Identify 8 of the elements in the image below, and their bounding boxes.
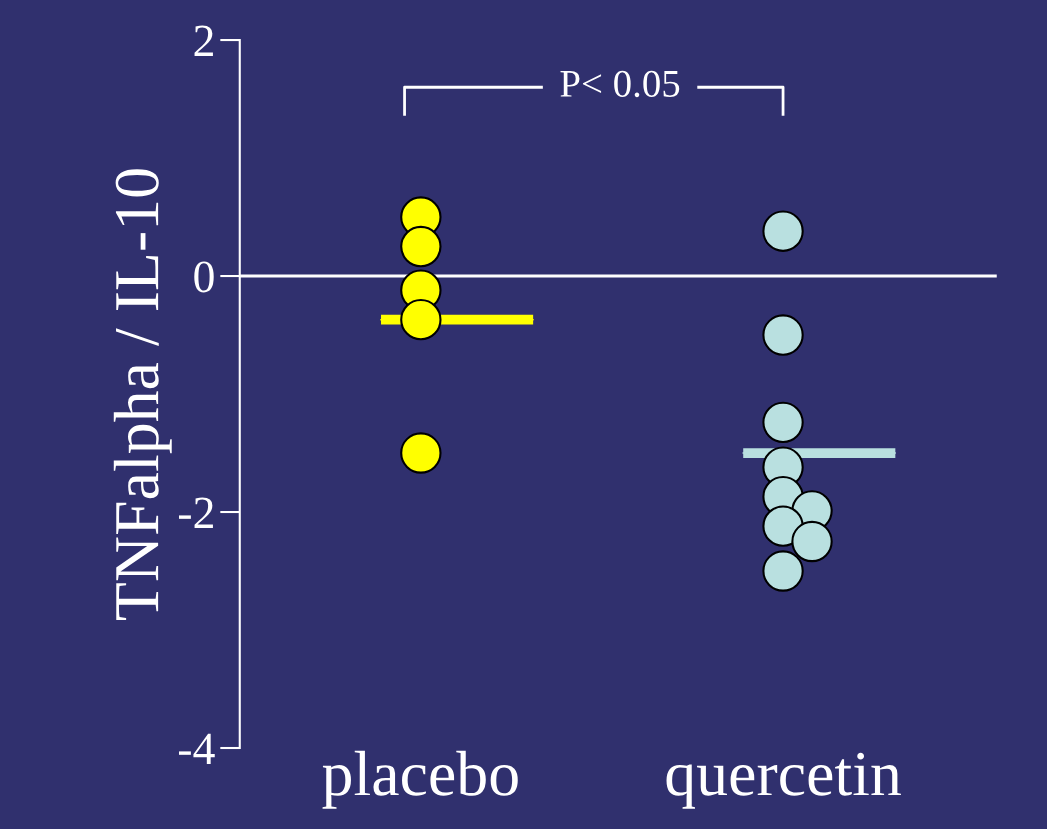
- annotation: P< 0.05: [560, 70, 680, 98]
- x-tick-label: quercetin: [666, 752, 901, 809]
- x-tick-label: placebo: [322, 750, 518, 809]
- y-axis-title: TNFalpha / IL-10: [113, 169, 172, 620]
- y-tick-label: 2: [194, 25, 213, 56]
- y-tick-label: -2: [178, 497, 213, 528]
- y-tick-label: 0: [194, 261, 214, 293]
- y-tick-label: -4: [178, 733, 215, 764]
